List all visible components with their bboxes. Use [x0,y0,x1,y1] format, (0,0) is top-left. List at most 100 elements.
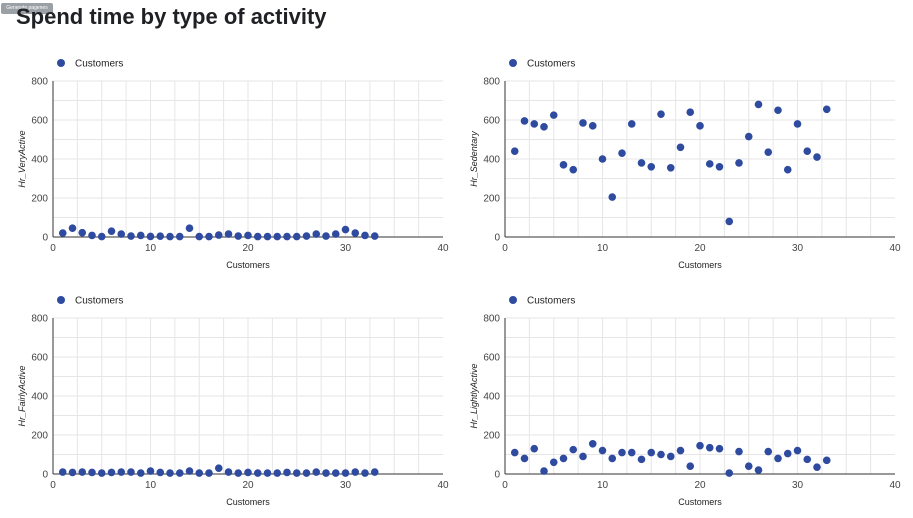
x-tick-label: 30 [340,480,352,491]
data-point [78,468,87,476]
data-point [793,446,802,455]
data-point [312,468,321,476]
data-point [156,232,165,241]
legend: Customers [57,296,123,307]
data-point [588,122,597,130]
y-tick-label: 200 [31,431,48,442]
data-point [657,450,665,459]
x-tick-label: 30 [340,243,352,254]
data-point [156,468,165,477]
data-point [637,455,646,464]
legend-label: Customers [527,59,575,70]
data-point [686,108,695,116]
data-point [744,132,753,141]
legend-marker [509,296,517,304]
data-point [136,231,145,240]
data-point [166,232,174,241]
chart-hr-sedentary: Customers 0 200 400 600 800 0 10 20 30 40 Customers… [469,59,901,271]
data-point [58,468,67,476]
data-point [127,468,135,476]
data-point [813,153,821,161]
chart-hr-fairlyactive: Customers 0 200 400 600 800 0 10 20 30 40 Customers… [17,296,449,508]
data-point [754,466,763,474]
data-point [696,122,704,130]
data-point [676,143,685,152]
data-point [510,147,519,155]
data-point [793,120,802,128]
data-point [205,232,213,241]
x-tick-label: 30 [792,480,804,491]
page-title: Spend time by type of activity [16,4,327,29]
y-tick-label: 600 [31,116,48,127]
data-point [540,123,548,131]
data-point [530,120,539,128]
legend-marker [509,59,517,67]
data-point [253,469,262,477]
data-point [803,147,812,155]
y-tick-label: 200 [483,194,500,205]
y-tick-label: 0 [42,470,48,481]
x-tick-label: 20 [242,243,254,254]
x-tick-label: 10 [145,480,157,491]
data-point [510,448,519,457]
legend-label: Customers [75,296,123,307]
data-point [627,448,636,457]
data-point [273,469,282,477]
data-point [322,232,330,240]
data-point [263,469,272,477]
data-point [244,468,252,477]
data-point [813,463,821,471]
data-point [764,447,773,456]
data-point [224,468,233,476]
y-tick-label: 400 [483,392,500,403]
data-point [569,445,578,454]
data-point [331,469,340,477]
data-point [117,468,126,476]
y-tick-label: 200 [31,194,48,205]
data-point [127,232,135,240]
data-point [185,224,194,233]
x-axis-title: Customers [226,497,270,507]
data-point [175,469,184,477]
data-point [666,163,675,172]
data-point [822,456,831,465]
data-point [224,230,233,238]
data-point [637,159,646,167]
y-axis-title: Hr_FairlyActive [17,365,27,426]
data-point [715,444,724,453]
data-point [725,217,734,226]
data-point [598,155,607,163]
y-tick-label: 400 [483,155,500,166]
data-point [175,232,184,241]
legend-label: Customers [75,59,123,70]
generated-badge: Generate pagenes [1,3,53,14]
data-point [588,439,597,448]
y-tick-label: 600 [483,353,500,364]
data-point [68,224,77,233]
data-point [214,464,223,472]
data-point [253,232,262,241]
data-point [370,232,379,240]
data-point [705,160,714,168]
data-point [559,454,568,463]
data-point [608,454,617,463]
data-point [273,232,282,241]
x-axis-title: Customers [678,497,722,507]
data-point [263,232,272,241]
data-point [97,469,106,477]
data-point [88,468,96,477]
data-point [351,229,360,237]
data-point [520,117,529,125]
y-tick-label: 600 [483,116,500,127]
data-point [647,448,656,457]
data-point [735,159,743,167]
data-point [58,229,67,237]
data-point [351,468,360,476]
data-point [244,231,252,240]
data-point [549,111,558,119]
data-point [205,469,213,477]
x-tick-label: 10 [597,480,609,491]
y-tick-label: 600 [31,353,48,364]
data-point [618,149,626,157]
x-tick-label: 40 [889,480,901,491]
